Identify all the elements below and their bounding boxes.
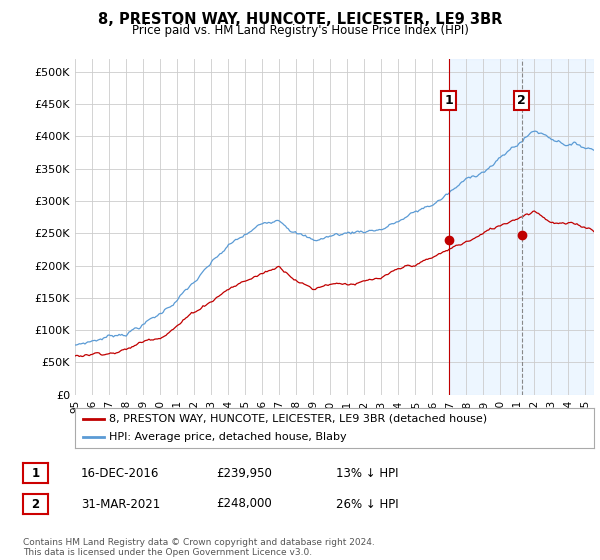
Text: Price paid vs. HM Land Registry's House Price Index (HPI): Price paid vs. HM Land Registry's House … [131, 24, 469, 37]
Text: £239,950: £239,950 [216, 466, 272, 480]
Bar [449, 59, 594, 395]
Text: Contains HM Land Registry data © Crown copyright and database right 2024.
This d: Contains HM Land Registry data © Crown c… [23, 538, 374, 557]
Text: 13% ↓ HPI: 13% ↓ HPI [336, 466, 398, 480]
Text: 8, PRESTON WAY, HUNCOTE, LEICESTER, LE9 3BR (detached house): 8, PRESTON WAY, HUNCOTE, LEICESTER, LE9 … [109, 414, 487, 423]
Text: 1: 1 [445, 94, 453, 108]
Text: 1: 1 [31, 466, 40, 480]
Text: 26% ↓ HPI: 26% ↓ HPI [336, 497, 398, 511]
Text: 16-DEC-2016: 16-DEC-2016 [81, 466, 160, 480]
Text: HPI: Average price, detached house, Blaby: HPI: Average price, detached house, Blab… [109, 432, 346, 442]
Text: 2: 2 [31, 497, 40, 511]
Text: 8, PRESTON WAY, HUNCOTE, LEICESTER, LE9 3BR: 8, PRESTON WAY, HUNCOTE, LEICESTER, LE9 … [98, 12, 502, 27]
Text: £248,000: £248,000 [216, 497, 272, 511]
Text: 31-MAR-2021: 31-MAR-2021 [81, 497, 160, 511]
Text: 2: 2 [517, 94, 526, 108]
